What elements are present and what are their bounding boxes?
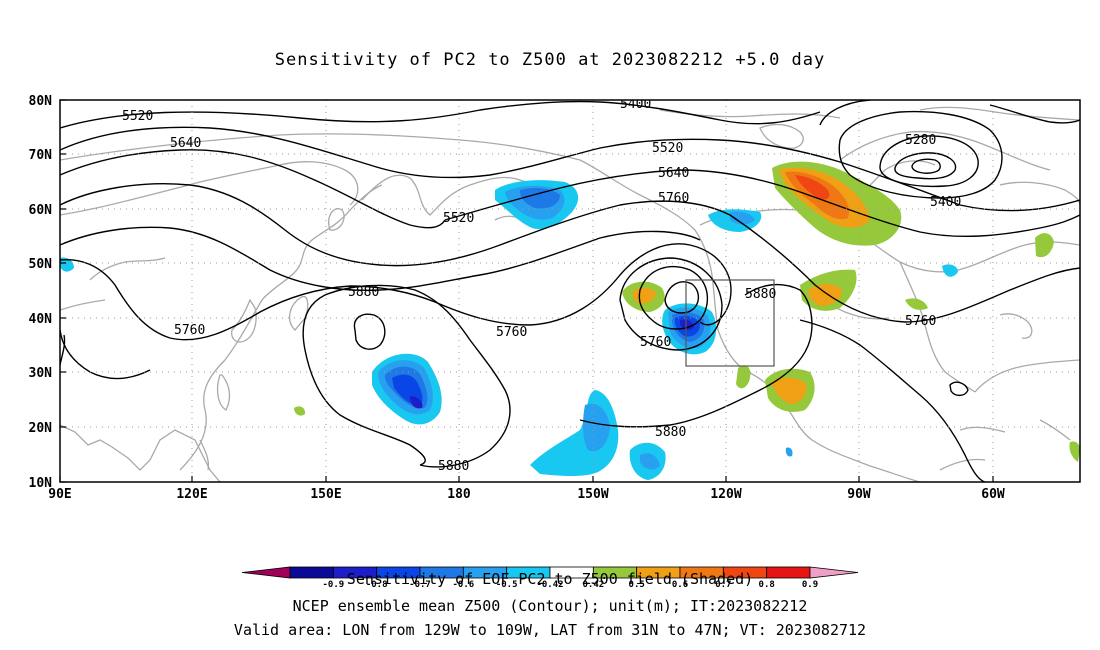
gridlines xyxy=(60,100,1080,482)
contour-label: 5760 xyxy=(496,325,527,340)
contour-label: 5520 xyxy=(652,141,683,156)
contour-label: 5880 xyxy=(438,459,469,474)
lon-label: 150E xyxy=(310,487,341,502)
contour-label: 5880 xyxy=(655,425,686,440)
contour-label: 5880 xyxy=(348,285,379,300)
lon-label: 150W xyxy=(577,487,608,502)
lon-label: 60W xyxy=(981,487,1005,502)
contour-label: 5760 xyxy=(640,335,671,350)
colorbar-tick-label: -0.9 xyxy=(322,580,344,590)
valid-area-box xyxy=(685,279,775,367)
lat-label: 10N xyxy=(29,476,53,491)
lon-label: 120E xyxy=(176,487,207,502)
colorbar-tick-label: -0.42 xyxy=(536,580,563,590)
lat-label: 20N xyxy=(29,421,53,436)
lon-label: 90E xyxy=(48,487,71,502)
lat-label: 70N xyxy=(29,148,53,163)
contour-label: 5760 xyxy=(174,323,205,338)
colorbar-tick-label: 0.8 xyxy=(759,580,775,590)
z500-contours xyxy=(60,100,1080,482)
contour-label: 5760 xyxy=(658,191,689,206)
plot-frame xyxy=(59,99,1081,483)
contour-labels: 5400 5520 5640 5520 5520 5640 5760 5280 … xyxy=(122,97,961,474)
contour-label: 5760 xyxy=(905,314,936,329)
colorbar-tick-label: 0.42 xyxy=(582,580,604,590)
contour-label: 5520 xyxy=(443,211,474,226)
lat-label: 50N xyxy=(29,257,53,272)
contour-label: 5640 xyxy=(170,136,201,151)
lon-label: 120W xyxy=(710,487,741,502)
longitude-labels: 90E 120E 150E 180 150W 120W 90W 60W xyxy=(48,487,1005,502)
colorbar-tick-label: -0.7 xyxy=(409,580,431,590)
plot-area xyxy=(60,100,1080,482)
contour-label: 5880 xyxy=(745,287,776,302)
lat-label: 30N xyxy=(29,366,53,381)
contour-label: 5400 xyxy=(620,97,651,112)
colorbar: -0.9 -0.8 -0.7 -0.6 -0.5 -0.42 0.42 0.5 0.6 0.7 0.… xyxy=(241,566,859,590)
contour-label: 5280 xyxy=(905,133,936,148)
caption-line-1: Sensitivity of EOF PC2 to Z500 field (Sh… xyxy=(346,570,754,588)
tick-marks xyxy=(59,99,994,483)
latitude-labels: 80N 70N 60N 50N 40N 30N 20N 10N xyxy=(29,94,53,491)
colorbar-right-triangle xyxy=(809,566,859,579)
colorbar-tick-label: -0.6 xyxy=(452,580,474,590)
lat-label: 80N xyxy=(29,94,53,109)
contour-label: 5520 xyxy=(122,109,153,124)
colorbar-tick-label: -0.8 xyxy=(366,580,388,590)
lon-label: 90W xyxy=(847,487,871,502)
sensitivity-shading xyxy=(60,161,1080,480)
colorbar-tick-label: 0.9 xyxy=(802,580,818,590)
contour-label: 5400 xyxy=(930,195,961,210)
colorbar-tick-label: 0.5 xyxy=(629,580,645,590)
colorbar-tick-label: 0.6 xyxy=(672,580,688,590)
contour-label: 5640 xyxy=(658,166,689,181)
lat-label: 60N xyxy=(29,203,53,218)
colorbar-tick-label: 0.7 xyxy=(715,580,731,590)
chart-title: Sensitivity of PC2 to Z500 at 2023082212… xyxy=(274,50,826,70)
caption-line-3: Valid area: LON from 129W to 109W, LAT f… xyxy=(233,621,867,639)
caption-line-2: NCEP ensemble mean Z500 (Contour); unit(… xyxy=(292,597,808,615)
colorbar-tick-label: -0.5 xyxy=(496,580,518,590)
lon-label: 180 xyxy=(447,487,471,502)
lat-label: 40N xyxy=(29,312,53,327)
